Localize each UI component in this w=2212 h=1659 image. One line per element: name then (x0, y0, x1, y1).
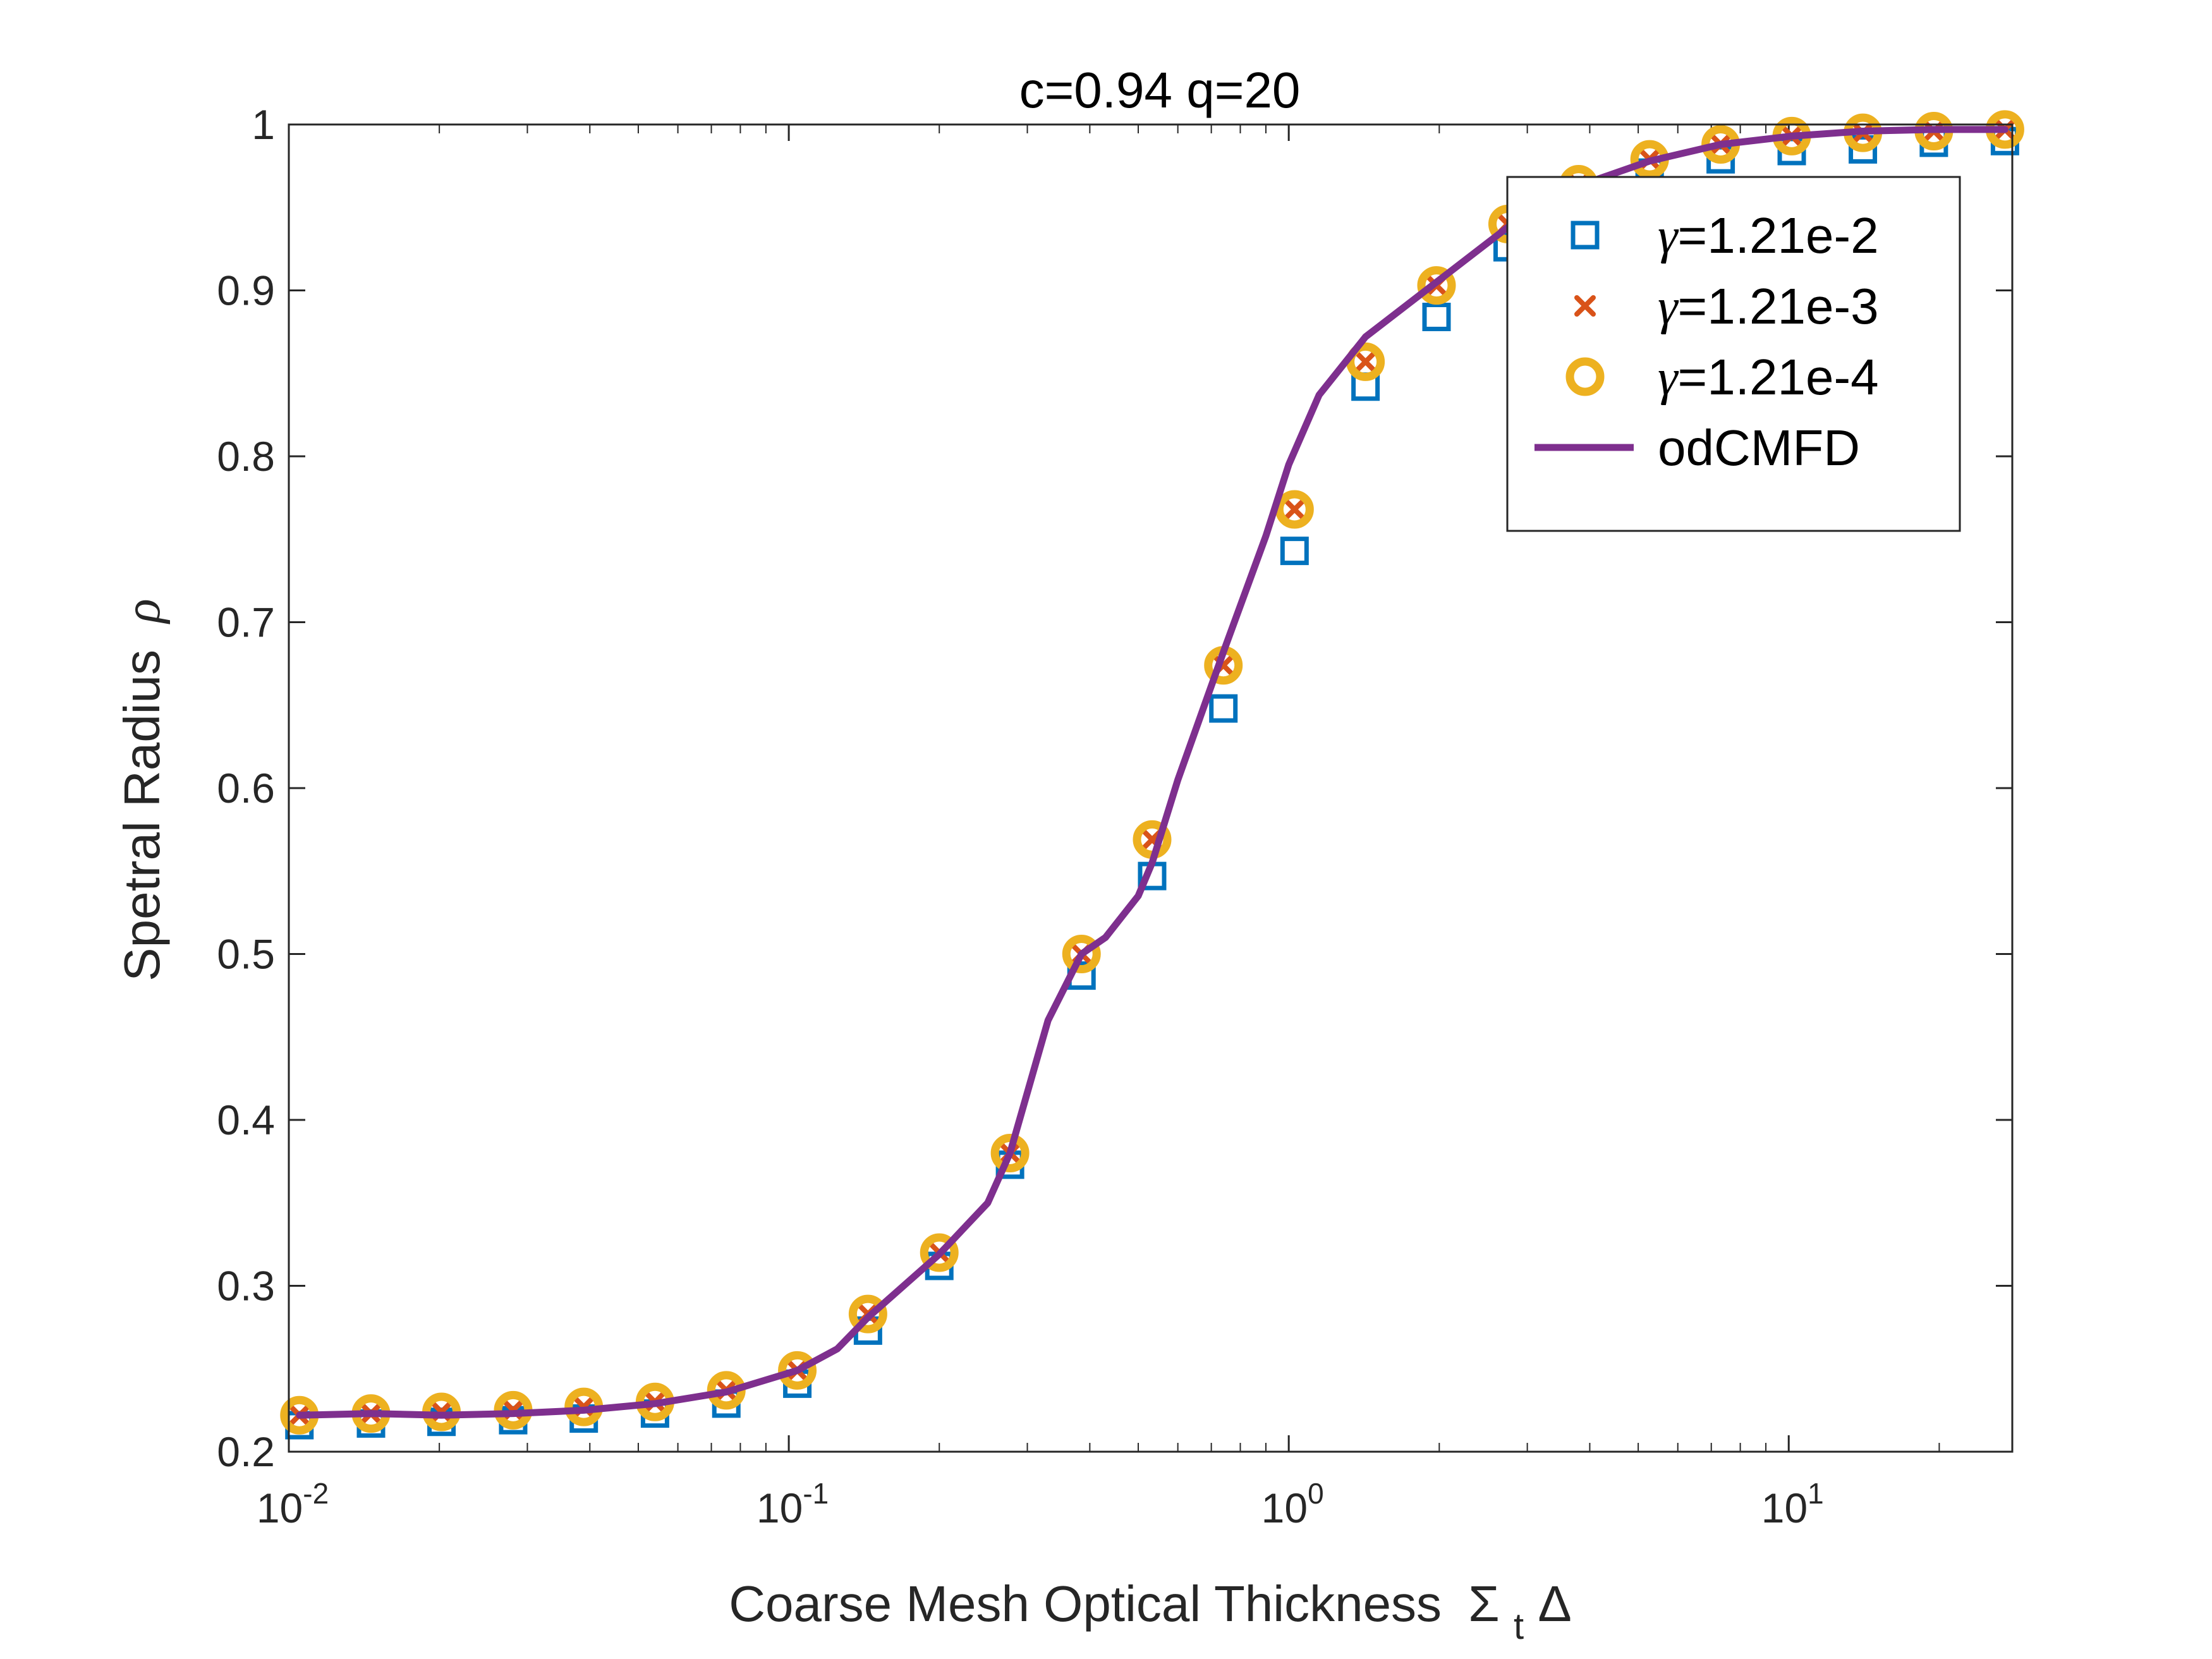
data-point-square (1849, 135, 1878, 164)
x-tick-base: 10 (757, 1485, 803, 1531)
legend-gamma: γ (1658, 209, 1679, 264)
y-tick-label: 0.9 (217, 267, 275, 314)
x-tick-exponent: -1 (803, 1477, 829, 1510)
x-stroke (1354, 351, 1376, 373)
x-tick-label: 100 (1261, 1477, 1324, 1531)
legend-item: odCMFD (1534, 420, 1860, 476)
legend-item: γ=1.21e-3 (1574, 278, 1879, 335)
legend-label: γ=1.21e-2 (1658, 207, 1879, 264)
data-point-circle (1417, 266, 1456, 305)
axes-box (288, 123, 2014, 1453)
y-axis-label: Spetral Radius ρ (114, 599, 171, 981)
y-axis-label-rho: ρ (115, 599, 171, 624)
data-point-circle (1346, 342, 1385, 381)
data-point-square (1422, 303, 1451, 331)
legend-gamma: γ (1658, 350, 1679, 406)
x-stroke (1574, 295, 1596, 317)
y-tick-label: 0.8 (217, 433, 275, 480)
x-axis-label-subscript: t (1514, 1606, 1524, 1647)
legend-item: γ=1.21e-4 (1565, 349, 1879, 406)
x-axis-label-sigma: Σ (1468, 1576, 1499, 1632)
x-tick-base: 10 (1761, 1485, 1808, 1531)
data-point-circle (778, 1351, 817, 1390)
x-tick-base: 10 (257, 1485, 303, 1531)
x-tick-exponent: 0 (1308, 1477, 1324, 1510)
series-group (280, 110, 2024, 1440)
y-tick-label: 0.6 (217, 765, 275, 811)
data-point-circle (920, 1233, 959, 1272)
x-tick-exponent: -2 (303, 1477, 329, 1510)
y-tick-label: 0.5 (217, 931, 275, 978)
data-point-cross (1284, 499, 1306, 520)
data-point-circle (848, 1294, 887, 1334)
x-axis-label-text: Coarse Mesh Optical Thickness (729, 1576, 1442, 1632)
legend-label: odCMFD (1658, 420, 1860, 476)
y-tick-label: 0.3 (217, 1263, 275, 1310)
data-point-square (1280, 537, 1309, 566)
y-tick-label: 0.2 (217, 1428, 275, 1475)
x-tick-label: 10-1 (757, 1477, 829, 1531)
legend-label: γ=1.21e-4 (1658, 349, 1879, 406)
data-point-circle (990, 1134, 1030, 1172)
legend-value: =1.21e-2 (1678, 207, 1879, 264)
legend-item: γ=1.21e-2 (1571, 207, 1879, 264)
legend-value: =1.21e-4 (1678, 349, 1879, 405)
legend-value: =1.21e-3 (1678, 278, 1879, 334)
chart-title: c=0.94 q=20 (1019, 62, 1301, 118)
y-tick-label: 0.7 (217, 599, 275, 646)
data-point-circle (1275, 490, 1314, 529)
legend-marker-cross (1574, 295, 1596, 317)
y-axis-label-text: Spetral Radius (114, 650, 170, 981)
legend-gamma: γ (1658, 279, 1679, 335)
x-tick-label: 10-2 (257, 1477, 329, 1531)
x-stroke (1284, 499, 1306, 520)
legend-marker-square (1571, 221, 1600, 250)
legend-marker-circle (1565, 357, 1605, 396)
y-tick-label: 0.4 (217, 1097, 275, 1143)
x-tick-exponent: 1 (1808, 1477, 1824, 1510)
x-axis-label: Coarse Mesh Optical Thickness Σ t Δ (729, 1576, 1572, 1650)
y-tick-label: 1 (252, 101, 275, 148)
data-point-circle (1062, 935, 1101, 973)
legend-label: γ=1.21e-3 (1658, 278, 1879, 335)
x-tick-base: 10 (1261, 1485, 1308, 1531)
x-tick-label: 101 (1761, 1477, 1824, 1531)
data-point-square (1209, 694, 1238, 723)
x-axis-label-delta: Δ (1538, 1576, 1571, 1632)
legend-box (1506, 176, 1961, 532)
data-point-cross (1354, 351, 1376, 373)
series-line-odcmfd (296, 126, 2008, 1419)
